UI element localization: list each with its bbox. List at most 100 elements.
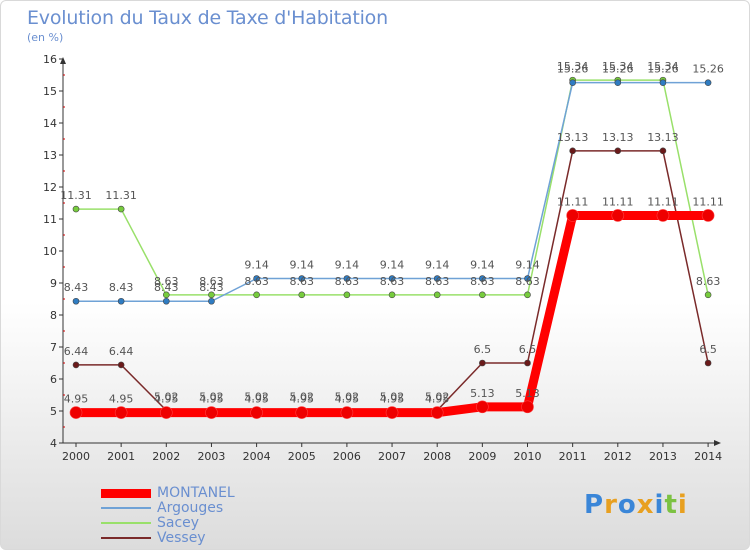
data-point-sacey [433, 291, 441, 299]
logo-letter: P [584, 490, 605, 520]
data-point-vessey [704, 359, 712, 367]
data-label-vessey: 5.02 [290, 390, 315, 403]
data-label-vessey: 6.44 [109, 345, 134, 358]
x-tick-label: 2011 [559, 450, 587, 463]
x-tick-label: 2012 [604, 450, 632, 463]
data-label-vessey: 5.02 [244, 390, 269, 403]
data-point-sacey [117, 205, 125, 213]
data-point-argouges [208, 297, 215, 305]
x-tick-label: 2010 [514, 450, 542, 463]
y-tick-label: 6 [50, 373, 57, 386]
data-label-montanel: 11.11 [557, 195, 589, 208]
data-point-vessey [614, 147, 622, 155]
x-tick-label: 2008 [423, 450, 451, 463]
data-label-sacey: 8.63 [425, 275, 450, 288]
logo-letter: i [677, 490, 688, 520]
y-tick-label: 9 [50, 277, 57, 290]
data-label-montanel: 11.11 [692, 195, 724, 208]
data-point-montanel [69, 406, 83, 419]
data-point-vessey [569, 147, 576, 155]
data-label-vessey: 6.5 [519, 343, 537, 356]
data-point-argouges [659, 79, 667, 86]
data-label-sacey: 8.63 [380, 275, 405, 288]
data-label-sacey: 8.63 [244, 275, 269, 288]
data-label-vessey: 13.13 [602, 131, 634, 144]
data-label-vessey: 5.02 [425, 390, 450, 403]
data-label-montanel: 4.95 [335, 393, 360, 406]
data-label-sacey: 11.31 [60, 189, 92, 202]
data-label-sacey: 15.34 [647, 60, 679, 73]
data-label-sacey: 8.63 [515, 275, 540, 288]
data-label-sacey: 8.63 [199, 275, 224, 288]
y-tick-label: 11 [43, 213, 57, 226]
data-point-sacey [524, 291, 531, 299]
data-label-montanel: 11.11 [647, 195, 679, 208]
data-point-argouges [479, 275, 486, 282]
data-label-argouges: 8.43 [154, 281, 179, 294]
data-label-montanel: 5.13 [470, 387, 495, 400]
data-point-montanel [385, 406, 399, 419]
legend-swatch [101, 537, 151, 539]
chart-unit-label: (en %) [27, 31, 64, 44]
data-point-montanel [114, 406, 128, 419]
data-point-sacey [343, 291, 351, 299]
data-point-montanel [205, 406, 218, 419]
x-tick-label: 2000 [62, 450, 90, 463]
data-point-montanel [340, 406, 354, 419]
data-label-argouges: 9.14 [515, 259, 540, 272]
data-point-vessey [659, 147, 667, 155]
y-tick-label: 13 [43, 149, 57, 162]
data-point-montanel [250, 406, 263, 419]
data-label-montanel: 4.95 [244, 393, 269, 406]
data-point-argouges [298, 275, 306, 282]
x-tick-label: 2001 [107, 450, 135, 463]
data-point-argouges [524, 275, 531, 282]
logo-letter: t [664, 490, 678, 520]
data-label-sacey: 15.34 [557, 60, 589, 73]
x-axis-arrow [714, 440, 721, 446]
data-point-montanel [566, 209, 579, 222]
data-label-sacey: 8.63 [696, 275, 721, 288]
y-tick-label: 15 [43, 85, 57, 98]
x-tick-label: 2006 [333, 450, 361, 463]
y-tick-label: 5 [50, 405, 57, 418]
data-point-argouges [117, 297, 125, 305]
data-label-montanel: 5.13 [515, 387, 540, 400]
data-point-montanel [701, 209, 715, 222]
data-point-vessey [72, 361, 80, 369]
data-point-montanel [430, 406, 444, 419]
data-point-vessey [479, 359, 486, 367]
data-label-montanel: 4.95 [109, 393, 134, 406]
data-point-sacey [253, 291, 260, 299]
data-point-sacey [298, 291, 306, 299]
data-label-argouges: 15.26 [602, 63, 634, 76]
x-tick-label: 2004 [243, 450, 271, 463]
y-tick-label: 4 [50, 437, 57, 450]
data-label-sacey: 15.34 [602, 60, 634, 73]
data-point-montanel [611, 209, 625, 222]
data-point-sacey [72, 205, 80, 213]
data-point-argouges [163, 297, 170, 305]
x-tick-label: 2002 [152, 450, 180, 463]
data-label-sacey: 8.63 [470, 275, 495, 288]
y-tick-label: 16 [43, 53, 57, 66]
legend-label: Argouges [157, 500, 224, 516]
data-point-argouges [253, 275, 260, 282]
data-label-argouges: 9.14 [335, 259, 360, 272]
y-axis-arrow [60, 57, 66, 64]
data-label-argouges: 9.14 [244, 259, 269, 272]
legend-swatch [101, 488, 151, 498]
data-point-montanel [476, 400, 489, 414]
logo-letter: o [617, 490, 637, 520]
data-label-argouges: 15.26 [647, 63, 679, 76]
data-point-argouges [569, 79, 576, 86]
data-point-argouges [72, 297, 80, 305]
legend-swatch [101, 507, 151, 509]
data-point-argouges [388, 275, 396, 282]
data-label-montanel: 4.95 [425, 393, 450, 406]
legend-label: Vessey [157, 530, 206, 546]
data-label-montanel: 4.95 [199, 393, 224, 406]
y-tick-label: 14 [43, 117, 57, 130]
data-label-montanel: 4.95 [290, 393, 315, 406]
